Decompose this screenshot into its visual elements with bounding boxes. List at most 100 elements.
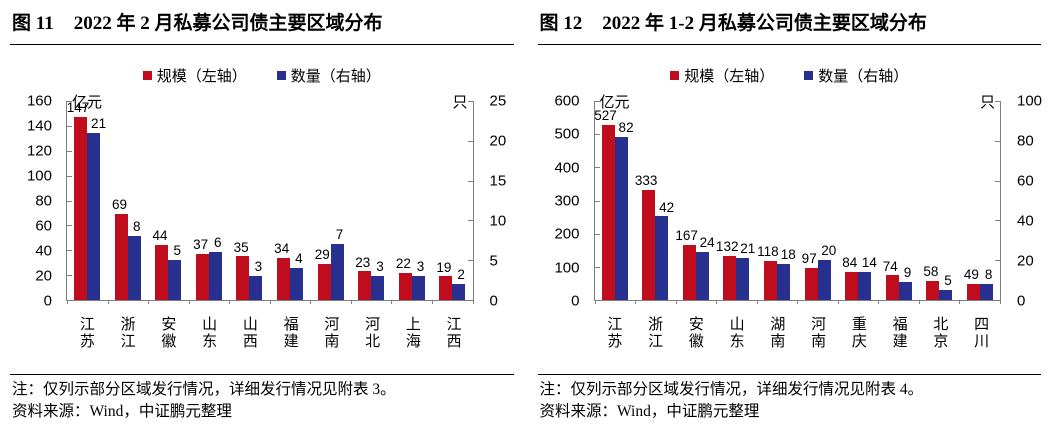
bar-value-label: 49 bbox=[963, 266, 979, 282]
x-category-label: 山东 bbox=[200, 316, 218, 350]
bar-groups: 527 82 333 42 167 24 132 21 118 18 97 20 84 14 74 9 58 5 4… bbox=[594, 101, 1001, 300]
bar-value-label: 14 bbox=[861, 255, 877, 271]
bar-value-label: 333 bbox=[634, 172, 658, 188]
bar-value-label: 7 bbox=[335, 227, 344, 243]
chart-legend: 规模（左轴） 数量（右轴） bbox=[538, 65, 1042, 85]
left-axis-tick-mark bbox=[67, 125, 72, 127]
bar-count: 8 bbox=[127, 220, 141, 300]
right-axis-tick-mark bbox=[995, 180, 1000, 182]
left-axis-tick-mark bbox=[67, 175, 72, 177]
right-axis-tick-mark bbox=[995, 101, 1000, 102]
bar-value-label: 3 bbox=[254, 259, 263, 275]
bar-scale: 37 bbox=[193, 237, 209, 300]
chart-legend: 规模（左轴） 数量（右轴） bbox=[10, 65, 514, 85]
bar-group: 44 5 bbox=[148, 101, 189, 300]
bar-value-label: 74 bbox=[882, 258, 898, 274]
right-axis-labels: 0 5 10 15 20 25 bbox=[480, 94, 520, 309]
bar-count: 21 bbox=[87, 116, 106, 300]
source-line: 资料来源：Wind，中证鹏元整理 bbox=[12, 403, 232, 420]
right-axis-tick-label: 15 bbox=[489, 172, 507, 190]
right-axis-tick-mark bbox=[995, 220, 1000, 222]
left-axis-tick-label: 200 bbox=[554, 225, 580, 243]
bar-count: 21 bbox=[736, 242, 755, 300]
left-axis-tick-mark bbox=[67, 275, 72, 277]
bar-value-label: 21 bbox=[740, 241, 756, 257]
legend-item-scale: 规模（左轴） bbox=[670, 65, 774, 86]
right-axis-tick-mark bbox=[467, 180, 473, 182]
bar-scale: 69 bbox=[112, 197, 128, 300]
bar-group: 74 9 bbox=[878, 101, 919, 300]
bar-value-label: 8 bbox=[984, 267, 993, 283]
bar-group: 19 2 bbox=[432, 101, 473, 300]
legend-item-count: 数量（右轴） bbox=[276, 65, 381, 86]
left-axis-tick-label: 40 bbox=[35, 242, 52, 260]
bar-count: 42 bbox=[655, 200, 674, 300]
x-axis-tick-mark bbox=[107, 300, 109, 304]
x-axis-tick-mark bbox=[837, 300, 839, 304]
x-axis-labels: 江苏 浙江 安徽 山东 湖南 河南 重庆 福建 北京 四川 bbox=[594, 307, 1002, 353]
bar-scale: 35 bbox=[234, 240, 250, 300]
bar-group: 132 21 bbox=[716, 101, 757, 300]
right-axis-tick-mark bbox=[467, 101, 473, 102]
x-category-label: 上海 bbox=[403, 316, 421, 350]
bar-scale: 44 bbox=[153, 229, 169, 300]
x-axis-tick-mark bbox=[350, 300, 352, 304]
figure-notes: 注：仅列示部分区域发行情况，详细发行情况见附表 4。 资料来源：Wind，中证鹏… bbox=[537, 374, 1041, 423]
count-series-swatch-icon bbox=[804, 70, 814, 80]
legend-item-count: 数量（右轴） bbox=[804, 65, 908, 86]
bar-scale: 97 bbox=[802, 251, 818, 300]
left-axis-unit-label: 亿元 bbox=[599, 94, 630, 111]
bar-scale: 34 bbox=[274, 241, 290, 300]
x-category-label: 江西 bbox=[444, 316, 462, 350]
left-axis-tick-label: 60 bbox=[35, 217, 52, 235]
left-axis-tick-mark bbox=[594, 300, 600, 301]
bar-group: 34 4 bbox=[270, 101, 311, 300]
right-axis-tick-mark bbox=[995, 300, 1000, 301]
right-axis-tick-label: 20 bbox=[489, 132, 507, 150]
bar-group: 29 7 bbox=[310, 101, 351, 300]
bar-group: 147 21 bbox=[67, 100, 108, 300]
figure-notes: 注：仅列示部分区域发行情况，详细发行情况见附表 3。 资料来源：Wind，中证鹏… bbox=[10, 374, 514, 423]
bar-scale: 132 bbox=[716, 240, 738, 300]
legend-item-scale: 规模（左轴） bbox=[142, 65, 247, 86]
bar-value-label: 21 bbox=[91, 116, 107, 131]
left-axis-tick-mark bbox=[594, 200, 600, 202]
left-axis-tick-mark bbox=[67, 150, 72, 152]
x-category-label: 湖南 bbox=[768, 316, 786, 350]
bar-scale: 29 bbox=[315, 247, 331, 300]
bar-value-label: 69 bbox=[111, 197, 128, 213]
figure-title: 图 11 2022 年 2 月私募公司债主要区域分布 bbox=[10, 0, 514, 45]
right-axis-tick-mark bbox=[467, 260, 473, 262]
right-axis-tick-label: 60 bbox=[1017, 172, 1034, 190]
plot-area: 亿元 只 147 21 69 8 44 5 37 6 35 3 34 4 29 7 23 3 22 3 19 2 bbox=[66, 94, 474, 304]
left-axis-labels: 0 20 40 60 80 100 120 140 160 bbox=[10, 94, 62, 309]
bar-value-label: 167 bbox=[675, 227, 698, 243]
bar-value-label: 9 bbox=[903, 265, 912, 281]
right-axis-tick-label: 20 bbox=[1017, 252, 1034, 270]
left-axis-tick-label: 80 bbox=[35, 192, 52, 210]
x-category-label: 浙江 bbox=[118, 316, 136, 350]
legend-label-scale: 规模（左轴） bbox=[156, 67, 247, 85]
bar-scale: 23 bbox=[355, 255, 372, 300]
x-category-label: 河南 bbox=[809, 316, 827, 350]
x-category-label: 北京 bbox=[931, 316, 949, 350]
bar-value-label: 3 bbox=[416, 259, 425, 275]
bar-value-label: 527 bbox=[594, 108, 617, 124]
bar-chart: 0 100 200 300 400 500 600 0 20 40 60 80 100 亿元 只 52… bbox=[538, 91, 1042, 353]
bar-value-label: 82 bbox=[618, 119, 634, 135]
x-axis-tick-mark bbox=[594, 300, 596, 304]
bar-group: 35 3 bbox=[229, 101, 270, 300]
left-axis-tick-mark bbox=[67, 200, 72, 202]
bar-value-label: 23 bbox=[355, 254, 371, 270]
figure-title-text: 2022 年 2 月私募公司债主要区域分布 bbox=[73, 13, 383, 34]
bar-count: 5 bbox=[939, 273, 953, 300]
right-axis-tick-label: 0 bbox=[1017, 292, 1026, 310]
left-axis-tick-label: 0 bbox=[43, 292, 52, 310]
bar-value-label: 84 bbox=[842, 255, 858, 271]
left-axis-tick-mark bbox=[67, 300, 72, 301]
bar-value-label: 5 bbox=[173, 243, 182, 259]
x-axis-tick-mark bbox=[716, 300, 718, 304]
bar-value-label: 19 bbox=[436, 259, 452, 275]
figure-11-panel: 图 11 2022 年 2 月私募公司债主要区域分布 规模（左轴） 数量（右轴） … bbox=[10, 0, 520, 423]
x-axis-tick-mark bbox=[188, 300, 190, 304]
